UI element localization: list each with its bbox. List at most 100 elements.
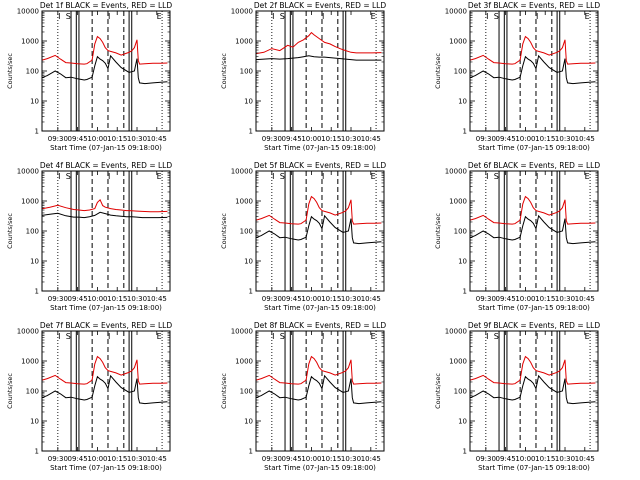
series-lld-line [256,355,382,385]
x-tick-label: 10:15 [321,455,341,463]
detector-panel-1: 1 10 100 1000 10000 09:30 09:45 10:00 10:15 10:30… [6,1,172,152]
y-tick-label: 1000 [235,198,253,206]
x-tick-label: 09:30 [48,135,68,143]
x-tick-label: 10:15 [535,295,555,303]
interval-marker-label: I [272,172,274,181]
x-tick-label: 10:30 [127,135,147,143]
y-tick-label: 1000 [449,38,467,46]
axes-frame [255,170,385,292]
y-axis-label: Counts/sec [434,53,442,89]
y-tick-label: 100 [26,228,39,236]
y-axis-label: Counts/sec [220,213,228,249]
panel-title: Det 2f BLACK = Events, RED = LLD [254,1,387,10]
x-axis-label: Start Time (07-Jan-15 09:18:00) [264,304,376,312]
y-tick-label: 1 [463,448,467,456]
series-events-line [470,54,596,85]
x-axis-label: Start Time (07-Jan-15 09:18:00) [478,304,590,312]
y-tick-label: 10000 [17,168,39,176]
x-tick-label: 09:30 [262,135,282,143]
interval-marker-label: S [280,12,285,21]
interval-marker-label: I [58,172,60,181]
x-axis-label: Start Time (07-Jan-15 09:18:00) [50,304,162,312]
plot-area [256,11,382,131]
panel-title: Det 4f BLACK = Events, RED = LLD [40,161,173,170]
x-tick-label: 09:30 [262,295,282,303]
x-tick-label: 10:45 [575,295,595,303]
y-tick-label: 100 [240,228,253,236]
x-tick-label: 10:30 [127,295,147,303]
panel-title: Det 8f BLACK = Events, RED = LLD [254,321,387,330]
y-tick-label: 10 [458,258,467,266]
axes-frame [469,170,599,292]
interval-marker-label: S [494,332,499,341]
y-tick-label: 10000 [17,8,39,16]
interval-marker-label: I [58,332,60,341]
x-tick-label: 10:15 [321,135,341,143]
series-events-line [42,54,168,85]
y-tick-label: 100 [26,68,39,76]
x-tick-label: 09:45 [68,135,88,143]
series-events-line [42,211,168,219]
detector-panel-8: 1 10 100 1000 10000 09:30 09:45 10:00 10:15 10:30… [220,321,386,472]
y-tick-label: 100 [240,388,253,396]
x-tick-label: 09:30 [48,455,68,463]
y-axis-label: Counts/sec [434,213,442,249]
detector-panel-9: 1 10 100 1000 10000 09:30 09:45 10:00 10:15 10:30… [434,321,600,472]
x-tick-label: 10:45 [361,455,381,463]
interval-marker-label: I [108,172,110,181]
series-events-line [256,374,382,405]
y-tick-label: 10 [30,258,39,266]
series-events-line [470,374,596,405]
series-events-line [256,55,382,61]
x-tick-label: 10:15 [321,295,341,303]
x-tick-label: 09:45 [282,455,302,463]
interval-marker-label: S [66,332,71,341]
x-tick-label: 09:30 [476,135,496,143]
x-tick-label: 10:30 [555,295,575,303]
x-tick-label: 10:45 [147,135,167,143]
x-tick-label: 10:00 [87,295,107,303]
y-tick-label: 10000 [445,168,467,176]
x-tick-label: 10:00 [301,295,321,303]
plot-area [256,331,382,451]
x-tick-label: 10:15 [107,295,127,303]
series-lld-line [470,355,596,385]
interval-marker-label: I [536,332,538,341]
interval-marker-label: I [272,12,274,21]
panel-title: Det 9f BLACK = Events, RED = LLD [468,321,601,330]
y-tick-label: 10 [30,98,39,106]
x-tick-label: 10:00 [301,135,321,143]
y-tick-label: 10000 [231,8,253,16]
y-tick-label: 100 [240,68,253,76]
panel-title: Det 1f BLACK = Events, RED = LLD [40,1,173,10]
series-lld-line [470,35,596,65]
interval-marker-label: I [486,12,488,21]
y-axis-label: Counts/sec [6,213,14,249]
plot-area [470,331,596,451]
y-axis-label: Counts/sec [434,373,442,409]
x-tick-label: 10:00 [515,135,535,143]
x-tick-label: 09:45 [496,455,516,463]
y-tick-label: 100 [26,388,39,396]
series-events-line [42,374,168,405]
y-tick-label: 10 [244,258,253,266]
interval-marker-label: E [371,332,376,341]
panel-title: Det 5f BLACK = Events, RED = LLD [254,161,387,170]
y-tick-label: 10 [458,418,467,426]
axes-frame [469,10,599,132]
x-tick-label: 09:45 [496,295,516,303]
y-axis-label: Counts/sec [220,373,228,409]
y-tick-label: 10000 [231,328,253,336]
y-tick-label: 100 [454,228,467,236]
interval-marker-label: E [157,172,162,181]
detector-panel-6: 1 10 100 1000 10000 09:30 09:45 10:00 10:15 10:30… [434,161,600,312]
interval-marker-label: I [322,12,324,21]
detector-panel-3: 1 10 100 1000 10000 09:30 09:45 10:00 10:15 10:30… [434,1,600,152]
axes-frame [469,330,599,452]
x-axis-label: Start Time (07-Jan-15 09:18:00) [264,464,376,472]
interval-marker-label: S [280,172,285,181]
y-tick-label: 1000 [21,358,39,366]
x-tick-label: 09:45 [496,135,516,143]
y-tick-label: 1000 [449,358,467,366]
axes-frame [255,330,385,452]
